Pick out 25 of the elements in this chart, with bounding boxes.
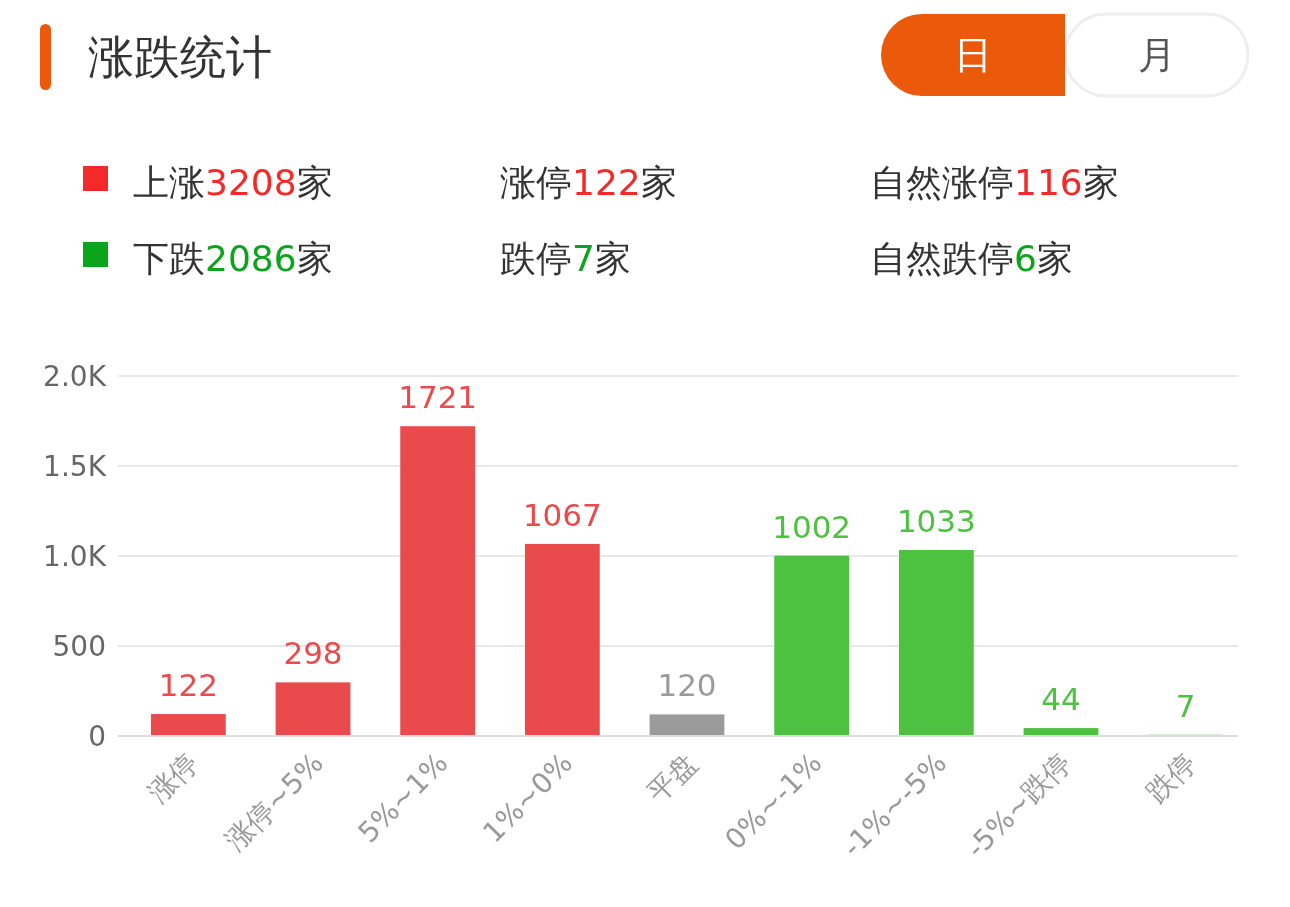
data-label: 1721 <box>398 379 478 416</box>
data-label: 1067 <box>522 496 602 533</box>
y-tick-label: 1.5K <box>43 449 107 483</box>
y-tick-label: 0 <box>88 719 106 753</box>
text: 自然涨停116家 <box>870 161 1119 203</box>
y-tick-label: 2.0K <box>43 359 107 393</box>
text: 自然跌停6家 <box>870 237 1073 279</box>
x-tick-label: 平盘 <box>640 746 704 810</box>
data-label: 120 <box>657 667 717 704</box>
data-label: 122 <box>158 667 218 704</box>
y-tick-label: 1.0K <box>43 539 107 573</box>
text: 涨停122家 <box>500 161 677 203</box>
text: 上涨3208家 <box>133 161 333 203</box>
y-tick-label: 500 <box>52 629 106 663</box>
text: 跌停7家 <box>500 237 631 279</box>
x-tick-label: 跌停 <box>1139 746 1203 810</box>
data-label: 1033 <box>896 503 976 540</box>
data-label: 1002 <box>772 508 852 545</box>
x-tick-label: 涨停 <box>142 746 205 810</box>
chart-title: 涨跌统计 <box>88 30 272 84</box>
text: 下跌2086家 <box>133 237 333 279</box>
toggle-control: 日 月 <box>881 12 1250 98</box>
data-label: 298 <box>283 635 343 672</box>
data-label: 44 <box>1041 681 1081 718</box>
data-label: 7 <box>1175 687 1196 724</box>
